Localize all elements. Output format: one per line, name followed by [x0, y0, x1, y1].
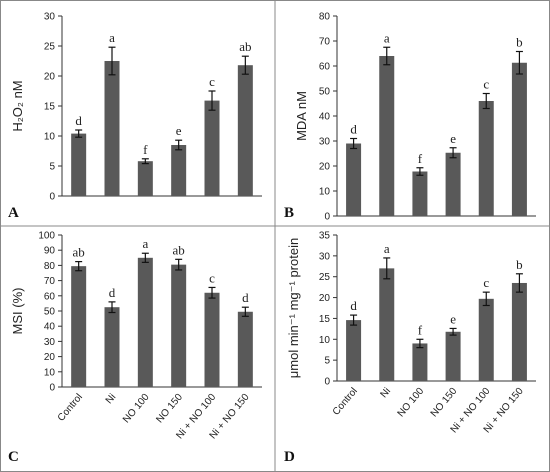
significance-label: ab: [239, 39, 251, 54]
bar: [171, 145, 187, 196]
y-tick-label: 60: [44, 291, 56, 302]
y-tick-label: 70: [319, 37, 331, 48]
significance-label: c: [483, 77, 489, 92]
y-tick-label: 100: [38, 231, 55, 242]
significance-label: f: [418, 151, 423, 166]
panel-letter: D: [284, 449, 295, 465]
y-tick-label: 40: [44, 322, 56, 333]
y-tick-label: 60: [319, 62, 331, 73]
panel-a: 0 5 10 15 20 25 30 H₂O₂ nM d a f e c ab A: [8, 12, 262, 221]
y-tick-label: 0: [49, 383, 55, 394]
bar: [412, 171, 428, 216]
panel-letter: C: [8, 449, 19, 465]
significance-label: f: [418, 322, 423, 337]
y-tick-label: 25: [44, 42, 56, 53]
bar: [445, 152, 461, 216]
y-tick-label: 20: [319, 162, 331, 173]
y-tick-label: 30: [44, 12, 56, 23]
significance-label: a: [384, 241, 390, 256]
bar: [204, 100, 220, 196]
significance-label: d: [350, 122, 357, 137]
bar: [171, 264, 187, 387]
significance-label: a: [109, 30, 115, 45]
bar: [204, 292, 220, 387]
y-tick-label: 80: [44, 261, 56, 272]
significance-label: f: [143, 142, 148, 157]
y-tick-label: 20: [319, 293, 331, 304]
bar: [237, 311, 253, 387]
y-tick-label: 50: [44, 307, 56, 318]
y-tick-label: 10: [319, 187, 331, 198]
y-tick-label: 80: [319, 12, 331, 23]
significance-label: b: [516, 257, 523, 272]
y-tick-label: 20: [44, 352, 56, 363]
y-axis-label: μmol min⁻¹ mg⁻¹ protein: [286, 238, 301, 378]
bar: [137, 161, 153, 196]
y-tick-label: 30: [319, 137, 331, 148]
y-tick-label: 10: [44, 367, 56, 378]
y-tick-label: 15: [44, 102, 56, 113]
significance-label: c: [209, 270, 215, 285]
y-tick-label: 5: [324, 356, 330, 367]
y-tick-label: 5: [49, 162, 55, 173]
significance-label: e: [450, 131, 456, 146]
bar: [511, 62, 527, 216]
significance-label: e: [176, 123, 182, 138]
significance-label: ab: [173, 242, 185, 257]
bar: [237, 65, 253, 196]
bar: [379, 56, 395, 216]
y-tick-label: 30: [44, 337, 56, 348]
bar: [511, 282, 527, 381]
y-axis-label: MDA nM: [294, 91, 309, 141]
bar: [104, 61, 120, 196]
significance-label: a: [384, 30, 390, 45]
bar: [137, 257, 153, 387]
y-tick-label: 10: [319, 335, 331, 346]
bar: [412, 343, 428, 381]
y-tick-label: 20: [44, 72, 56, 83]
bar: [71, 133, 87, 196]
bar: [346, 320, 362, 381]
bar: [445, 331, 461, 381]
bar: [478, 101, 494, 216]
panel-letter: B: [284, 205, 294, 221]
y-axis-label: H₂O₂ nM: [10, 80, 25, 131]
bar: [346, 143, 362, 216]
bar: [71, 266, 87, 387]
significance-label: e: [450, 311, 456, 326]
y-tick-label: 90: [44, 246, 56, 257]
significance-label: d: [242, 290, 249, 305]
significance-label: b: [516, 35, 523, 50]
y-tick-label: 35: [319, 231, 331, 242]
significance-label: d: [109, 285, 116, 300]
y-tick-label: 40: [319, 112, 331, 123]
panel-letter: A: [8, 205, 19, 221]
y-tick-label: 10: [44, 132, 56, 143]
significance-label: d: [350, 298, 357, 313]
significance-label: c: [483, 275, 489, 290]
y-tick-label: 0: [324, 212, 330, 223]
significance-label: a: [142, 236, 148, 251]
bar: [478, 298, 494, 381]
y-tick-label: 25: [319, 272, 331, 283]
y-tick-label: 0: [49, 192, 55, 203]
significance-label: d: [75, 113, 82, 128]
bar: [379, 268, 395, 381]
y-tick-label: 0: [324, 377, 330, 388]
significance-label: c: [209, 74, 215, 89]
panel-b: 0 10 20 30 40 50 60 70 80 MDA nM d a f e c b B: [284, 12, 536, 223]
y-tick-label: 50: [319, 87, 331, 98]
y-tick-label: 30: [319, 251, 331, 262]
y-tick-label: 15: [319, 314, 331, 325]
significance-label: ab: [73, 245, 85, 260]
y-axis-label: MSI (%): [10, 288, 25, 335]
y-tick-label: 70: [44, 276, 56, 287]
bar: [104, 307, 120, 387]
